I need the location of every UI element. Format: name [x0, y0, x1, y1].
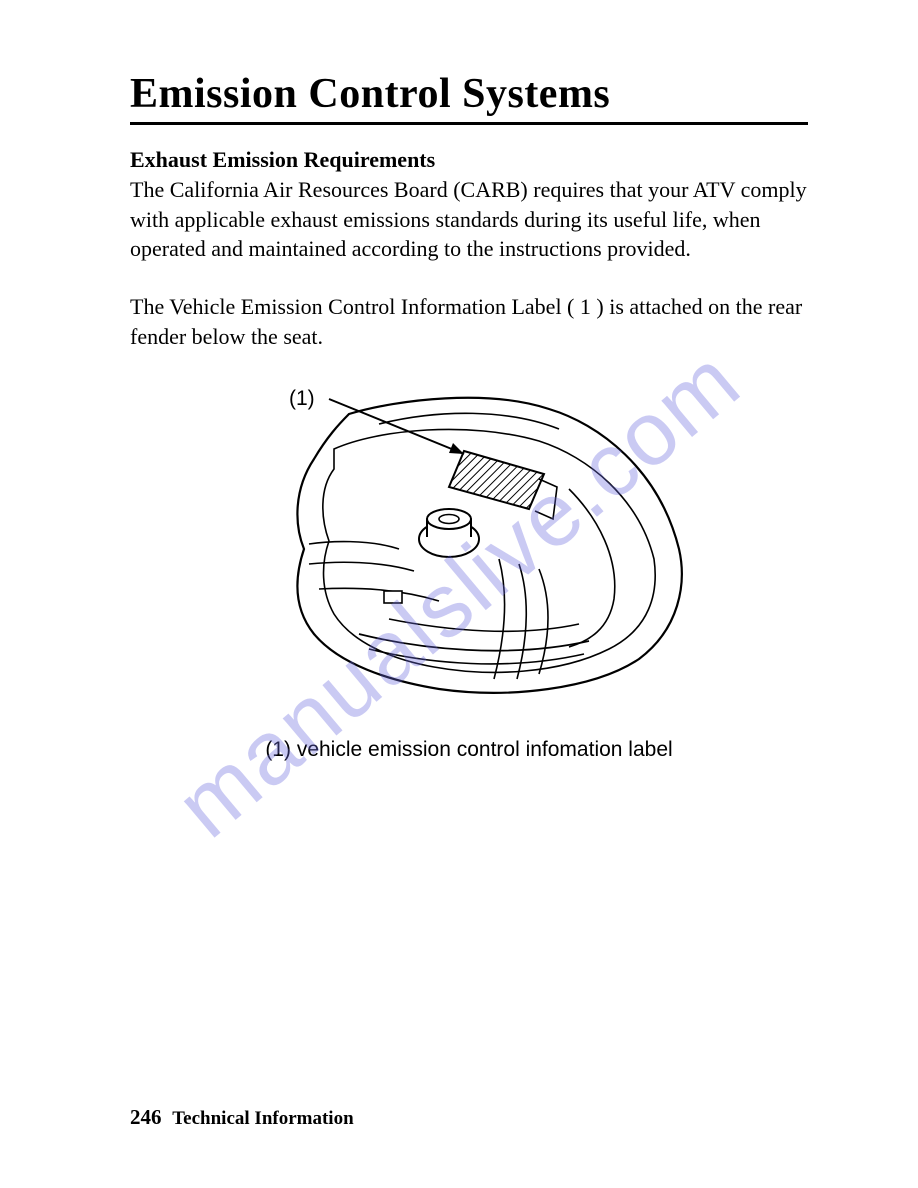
page-title: Emission Control Systems: [130, 70, 808, 118]
lower-channel-3: [389, 619, 579, 631]
page-number: 246: [130, 1105, 162, 1129]
title-rule: [130, 122, 808, 125]
upper-lip: [379, 414, 559, 430]
filler-cap-lid: [427, 509, 471, 529]
figure-caption: (1) vehicle emission control infomation …: [130, 738, 808, 762]
page-footer: 246 Technical Information: [130, 1105, 354, 1130]
figure-container: (1): [130, 379, 808, 762]
left-contour-3: [319, 589, 439, 602]
callout-number: (1): [289, 387, 315, 410]
clip-left: [384, 591, 402, 603]
footer-section: Technical Information: [172, 1108, 353, 1129]
emission-label-hatched: [449, 451, 544, 509]
callout-leader-line: [329, 399, 464, 454]
diagram-svg: (1): [239, 379, 699, 719]
emission-label-diagram: (1): [239, 379, 699, 724]
callout-arrowhead: [449, 443, 464, 454]
manual-page: manualslive.com Emission Control Systems…: [0, 0, 918, 1188]
tube-3: [539, 569, 548, 674]
tube-2: [517, 564, 526, 679]
body-paragraph-2: The Vehicle Emission Control Information…: [130, 292, 808, 351]
left-contour-1: [309, 542, 399, 549]
section-subheading: Exhaust Emission Requirements: [130, 147, 808, 173]
lower-channel-1: [359, 634, 589, 651]
lower-channel-2: [369, 649, 584, 664]
body-paragraph-1: The California Air Resources Board (CARB…: [130, 175, 808, 264]
tube-1: [494, 559, 504, 679]
right-inner-edge: [569, 489, 615, 647]
